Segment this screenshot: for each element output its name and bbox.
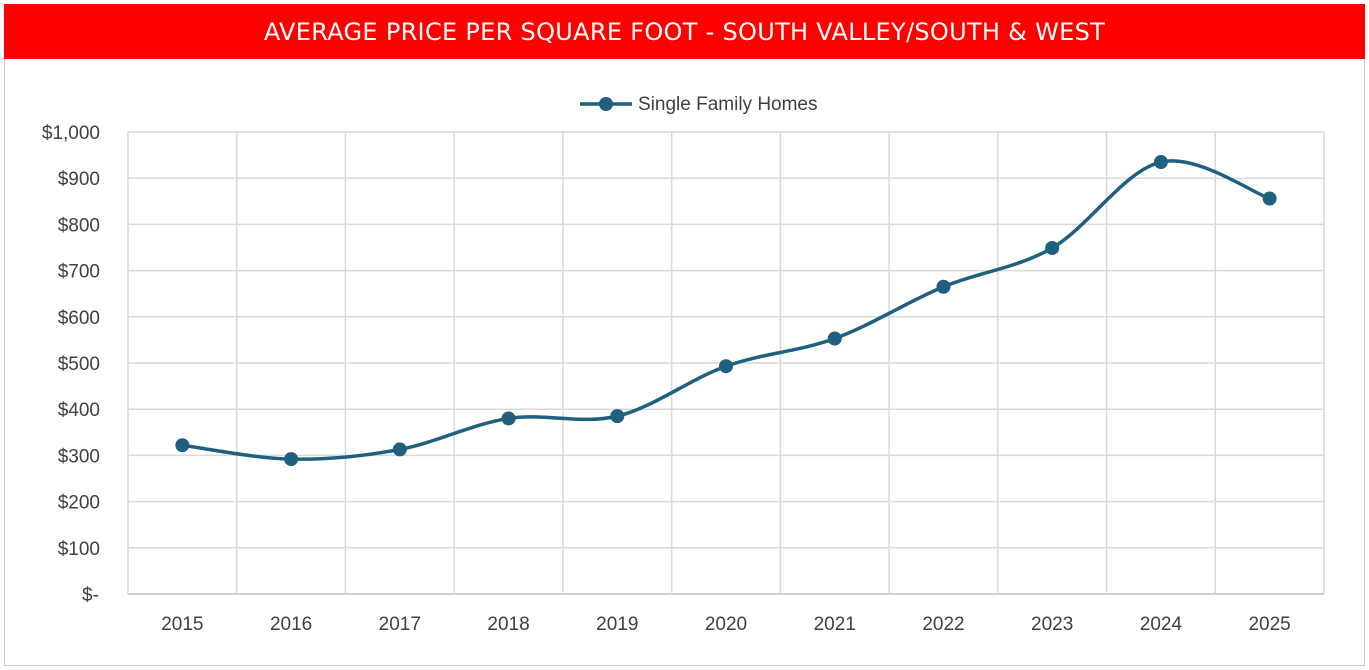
legend: Single Family Homes — [580, 94, 818, 115]
y-tick-label: $1,000 — [42, 123, 100, 144]
title-bar: AVERAGE PRICE PER SQUARE FOOT - SOUTH VA… — [4, 4, 1365, 59]
data-point-2017 — [392, 442, 407, 457]
data-point-2023 — [1045, 240, 1060, 255]
data-point-2021 — [827, 331, 842, 346]
chart-frame — [4, 4, 1365, 666]
x-tick-label: 2018 — [487, 614, 529, 635]
legend-marker — [599, 97, 613, 111]
x-tick-label: 2016 — [270, 614, 312, 635]
data-point-2025 — [1262, 191, 1277, 206]
y-tick-label: $700 — [58, 262, 100, 283]
y-tick-label: $300 — [58, 446, 100, 467]
x-tick-label: 2022 — [922, 614, 964, 635]
data-point-2016 — [284, 452, 299, 467]
y-tick-label: $800 — [58, 215, 100, 236]
x-tick-label: 2021 — [814, 614, 856, 635]
x-axis-ticks: 2015 2016 2017 2018 2019 2020 2021 2022 2023 2024… — [161, 614, 1291, 635]
y-tick-label: $600 — [58, 308, 100, 329]
y-tick-label: $200 — [58, 493, 100, 514]
y-tick-label: $900 — [58, 169, 100, 190]
data-point-2015 — [175, 438, 190, 453]
data-point-2024 — [1153, 155, 1168, 170]
data-point-2018 — [501, 411, 516, 426]
y-tick-label: $100 — [58, 539, 100, 560]
data-point-2022 — [936, 279, 951, 294]
series-group — [175, 155, 1277, 467]
x-tick-label: 2024 — [1140, 614, 1183, 635]
x-tick-label: 2025 — [1248, 614, 1290, 635]
y-tick-label: $- — [82, 585, 99, 606]
chart-title: AVERAGE PRICE PER SQUARE FOOT - SOUTH VA… — [263, 17, 1106, 46]
y-tick-label: $400 — [58, 400, 100, 421]
y-tick-label: $500 — [58, 354, 100, 375]
x-tick-label: 2023 — [1031, 614, 1073, 635]
data-point-2019 — [610, 409, 625, 424]
x-tick-label: 2017 — [379, 614, 421, 635]
grid — [127, 131, 1325, 595]
legend-label: Single Family Homes — [638, 94, 818, 115]
y-axis-ticks: $- $100 $200 $300 $400 $500 $600 $700 $800 $900 $1… — [42, 123, 100, 606]
x-tick-label: 2020 — [705, 614, 747, 635]
data-point-2020 — [719, 359, 733, 374]
x-tick-label: 2019 — [596, 614, 638, 635]
x-tick-label: 2015 — [161, 614, 203, 635]
